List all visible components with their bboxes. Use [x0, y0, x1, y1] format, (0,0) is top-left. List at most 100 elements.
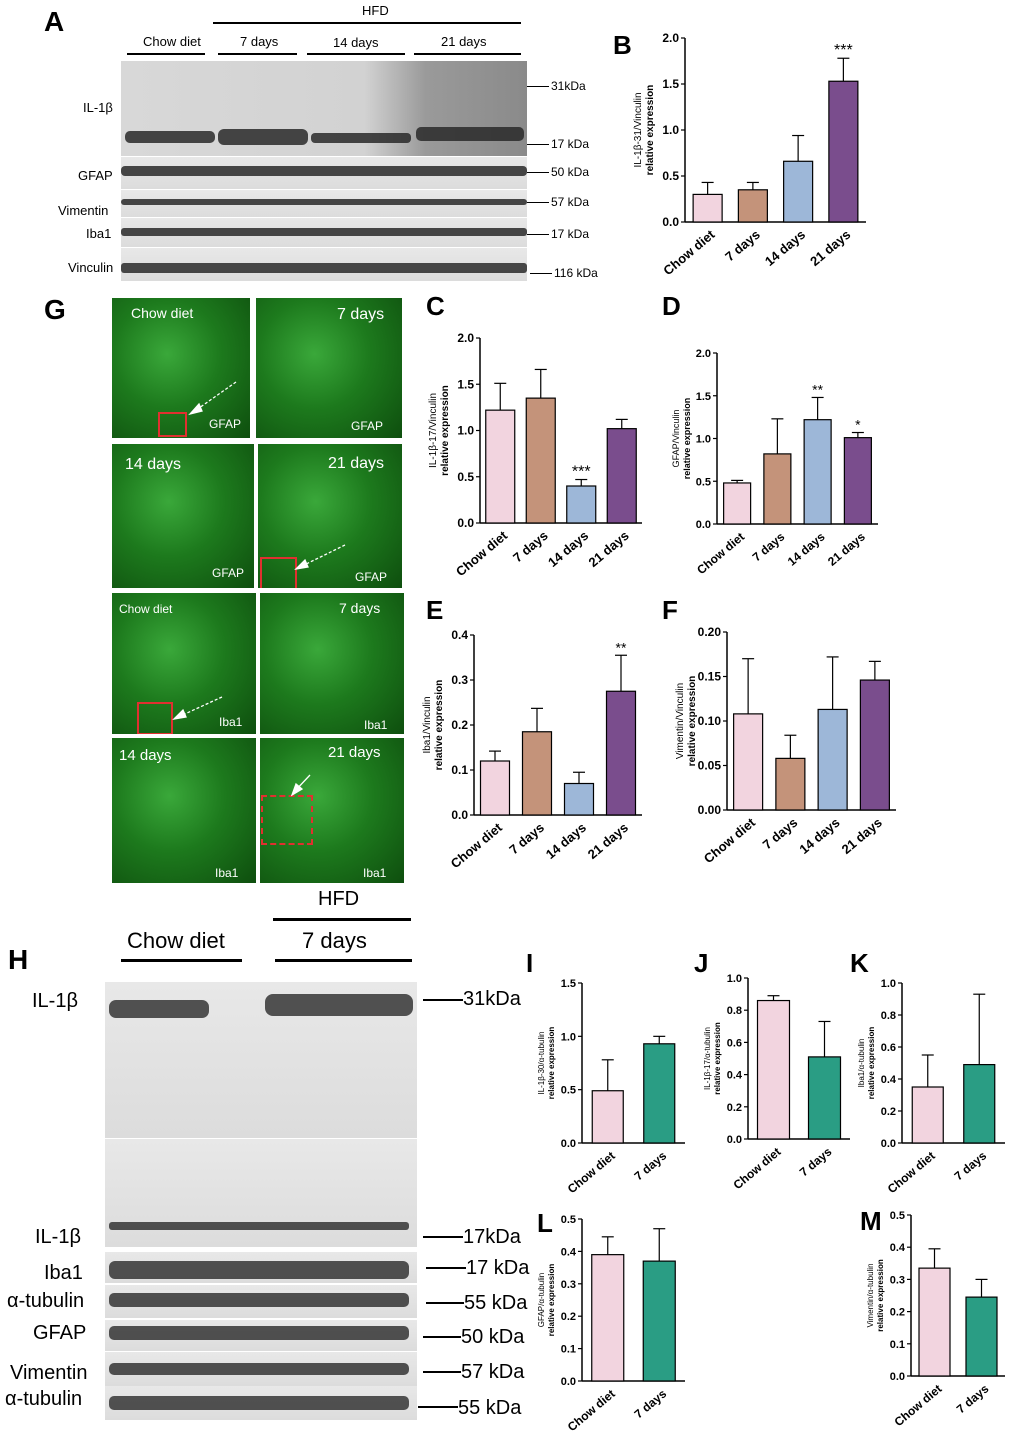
y-tick-label: 1.0	[881, 978, 896, 990]
row-label-tubulin: α-tubulin	[7, 1290, 85, 1312]
bar-chow-diet	[485, 409, 516, 524]
y-tick-label: 0.2	[727, 1102, 742, 1114]
marker-tick	[527, 172, 549, 173]
x-tick-label: 21 days	[585, 820, 631, 862]
marker-57kda: 57 kDa	[461, 1361, 525, 1383]
y-axis-label: Iba1/α-tubulin	[857, 1039, 866, 1088]
x-tick-label: 7 days	[510, 528, 551, 566]
marker-tick	[423, 1236, 463, 1238]
y-tick-label: 0.4	[881, 1074, 897, 1086]
y-axis-label: relative expression	[867, 1027, 876, 1100]
bar-chow-diet	[911, 1086, 944, 1144]
y-tick-label: 0.05	[698, 759, 722, 773]
panel-label-j: J	[694, 948, 708, 978]
row-label-il1b: IL-1β	[32, 990, 78, 1012]
bar-7-days	[642, 1260, 676, 1382]
panel-label-h: H	[8, 944, 29, 975]
x-tick-label: 7 days	[722, 227, 763, 265]
y-tick-label: 0.0	[727, 1134, 742, 1146]
y-axis-label: relative expression	[713, 1022, 722, 1095]
y-tick-label: 0.2	[561, 1311, 576, 1323]
if-tile-7d-gfap: 7 days GFAP	[256, 298, 402, 438]
y-axis-label: relative expression	[645, 85, 656, 176]
marker-tick	[530, 273, 552, 274]
x-tick-label: Chow diet	[731, 1145, 784, 1193]
row-label-vimentin: Vimentin	[10, 1362, 88, 1384]
marker-tick	[527, 144, 549, 145]
bar-7-days	[763, 453, 792, 525]
y-axis-label: relative expression	[682, 398, 692, 480]
bar-14-days	[566, 485, 597, 524]
tile-title: 14 days	[125, 456, 182, 473]
y-tick-label: 0.0	[457, 516, 474, 530]
tile-stain: Iba1	[364, 718, 388, 732]
y-tick-label: 0.1	[561, 1344, 576, 1356]
group-label-21d: 21 days	[441, 34, 487, 49]
y-tick-label: 0.8	[881, 1010, 896, 1022]
y-tick-label: 0.3	[561, 1279, 576, 1291]
y-axis-label: IL-1β-30/α-tubulin	[537, 1031, 546, 1094]
inset-arrows	[172, 381, 346, 797]
tile-stain: Iba1	[219, 715, 243, 729]
x-tick-label: 21 days	[807, 227, 853, 269]
bar-chow-diet	[733, 713, 764, 811]
x-tick-label: 21 days	[839, 815, 885, 857]
panel-label-k: K	[850, 948, 869, 978]
marker-17kda: 17kDa	[463, 1226, 521, 1248]
y-tick-label: 0.0	[662, 215, 679, 229]
bar-chow-diet	[479, 760, 511, 816]
row-label-vinculin: Vinculin	[68, 260, 114, 275]
tile-title: 14 days	[119, 747, 172, 764]
hfd-label: HFD	[318, 888, 360, 910]
group-label-chow: Chow diet	[127, 928, 225, 953]
marker-tick	[423, 999, 463, 1001]
tile-stain: GFAP	[355, 570, 388, 584]
tile-title: Chow diet	[131, 305, 194, 321]
x-tick-label: Chow diet	[565, 1387, 618, 1432]
y-tick-label: 1.5	[457, 377, 474, 391]
y-tick-label: 0.3	[451, 673, 468, 687]
x-tick-label: 7 days	[797, 1144, 835, 1179]
bar-14-days	[783, 160, 814, 223]
y-tick-label: 0.4	[890, 1242, 906, 1254]
significance-marker: ***	[834, 42, 853, 59]
significance-marker: **	[616, 639, 627, 655]
y-tick-label: 0.5	[561, 1085, 576, 1097]
panel-label-g: G	[44, 294, 66, 325]
x-tick-label: 7 days	[506, 820, 547, 858]
significance-marker: ***	[572, 464, 591, 481]
group-line-chow	[127, 53, 205, 55]
y-tick-label: 0.20	[698, 625, 722, 639]
x-tick-label: 7 days	[952, 1148, 990, 1183]
y-tick-label: 0.4	[451, 628, 468, 642]
y-tick-label: 0.0	[881, 1138, 896, 1150]
marker-116kda: 116 kDa	[554, 266, 598, 280]
inset-box	[137, 702, 173, 734]
bar-14-days	[817, 708, 848, 811]
inset-box	[261, 795, 313, 845]
row-label-gfap: GFAP	[33, 1322, 87, 1344]
inset-box	[260, 557, 297, 588]
tile-title: 7 days	[337, 306, 385, 323]
if-tile-chow-iba1: Chow diet Iba1	[112, 593, 256, 734]
tile-title: 21 days	[328, 455, 385, 472]
tile-title: Chow diet	[119, 602, 173, 616]
bar-chow-diet	[692, 193, 723, 223]
bar-21-days	[605, 690, 637, 816]
y-tick-label: 0.6	[727, 1037, 742, 1049]
x-tick-label: Chow diet	[694, 530, 747, 578]
y-tick-label: 0.3	[890, 1274, 905, 1286]
x-tick-label: 7 days	[632, 1148, 670, 1183]
x-tick-label: Chow diet	[892, 1382, 945, 1430]
y-axis-label: Iba1/Vinculin	[422, 696, 433, 753]
group-line-14d	[307, 53, 405, 55]
hfd-label: HFD	[362, 3, 389, 18]
tile-stain: GFAP	[351, 419, 384, 433]
tile-stain: Iba1	[215, 866, 239, 880]
bar-chow-diet	[918, 1267, 951, 1377]
x-tick-label: 21 days	[825, 529, 868, 568]
if-tile-14d-gfap: 14 days GFAP	[112, 444, 254, 588]
y-axis-label: Vimentin/Vinculin	[675, 683, 686, 759]
y-tick-label: 0.1	[451, 763, 468, 777]
panel-label-a: A	[44, 6, 65, 37]
